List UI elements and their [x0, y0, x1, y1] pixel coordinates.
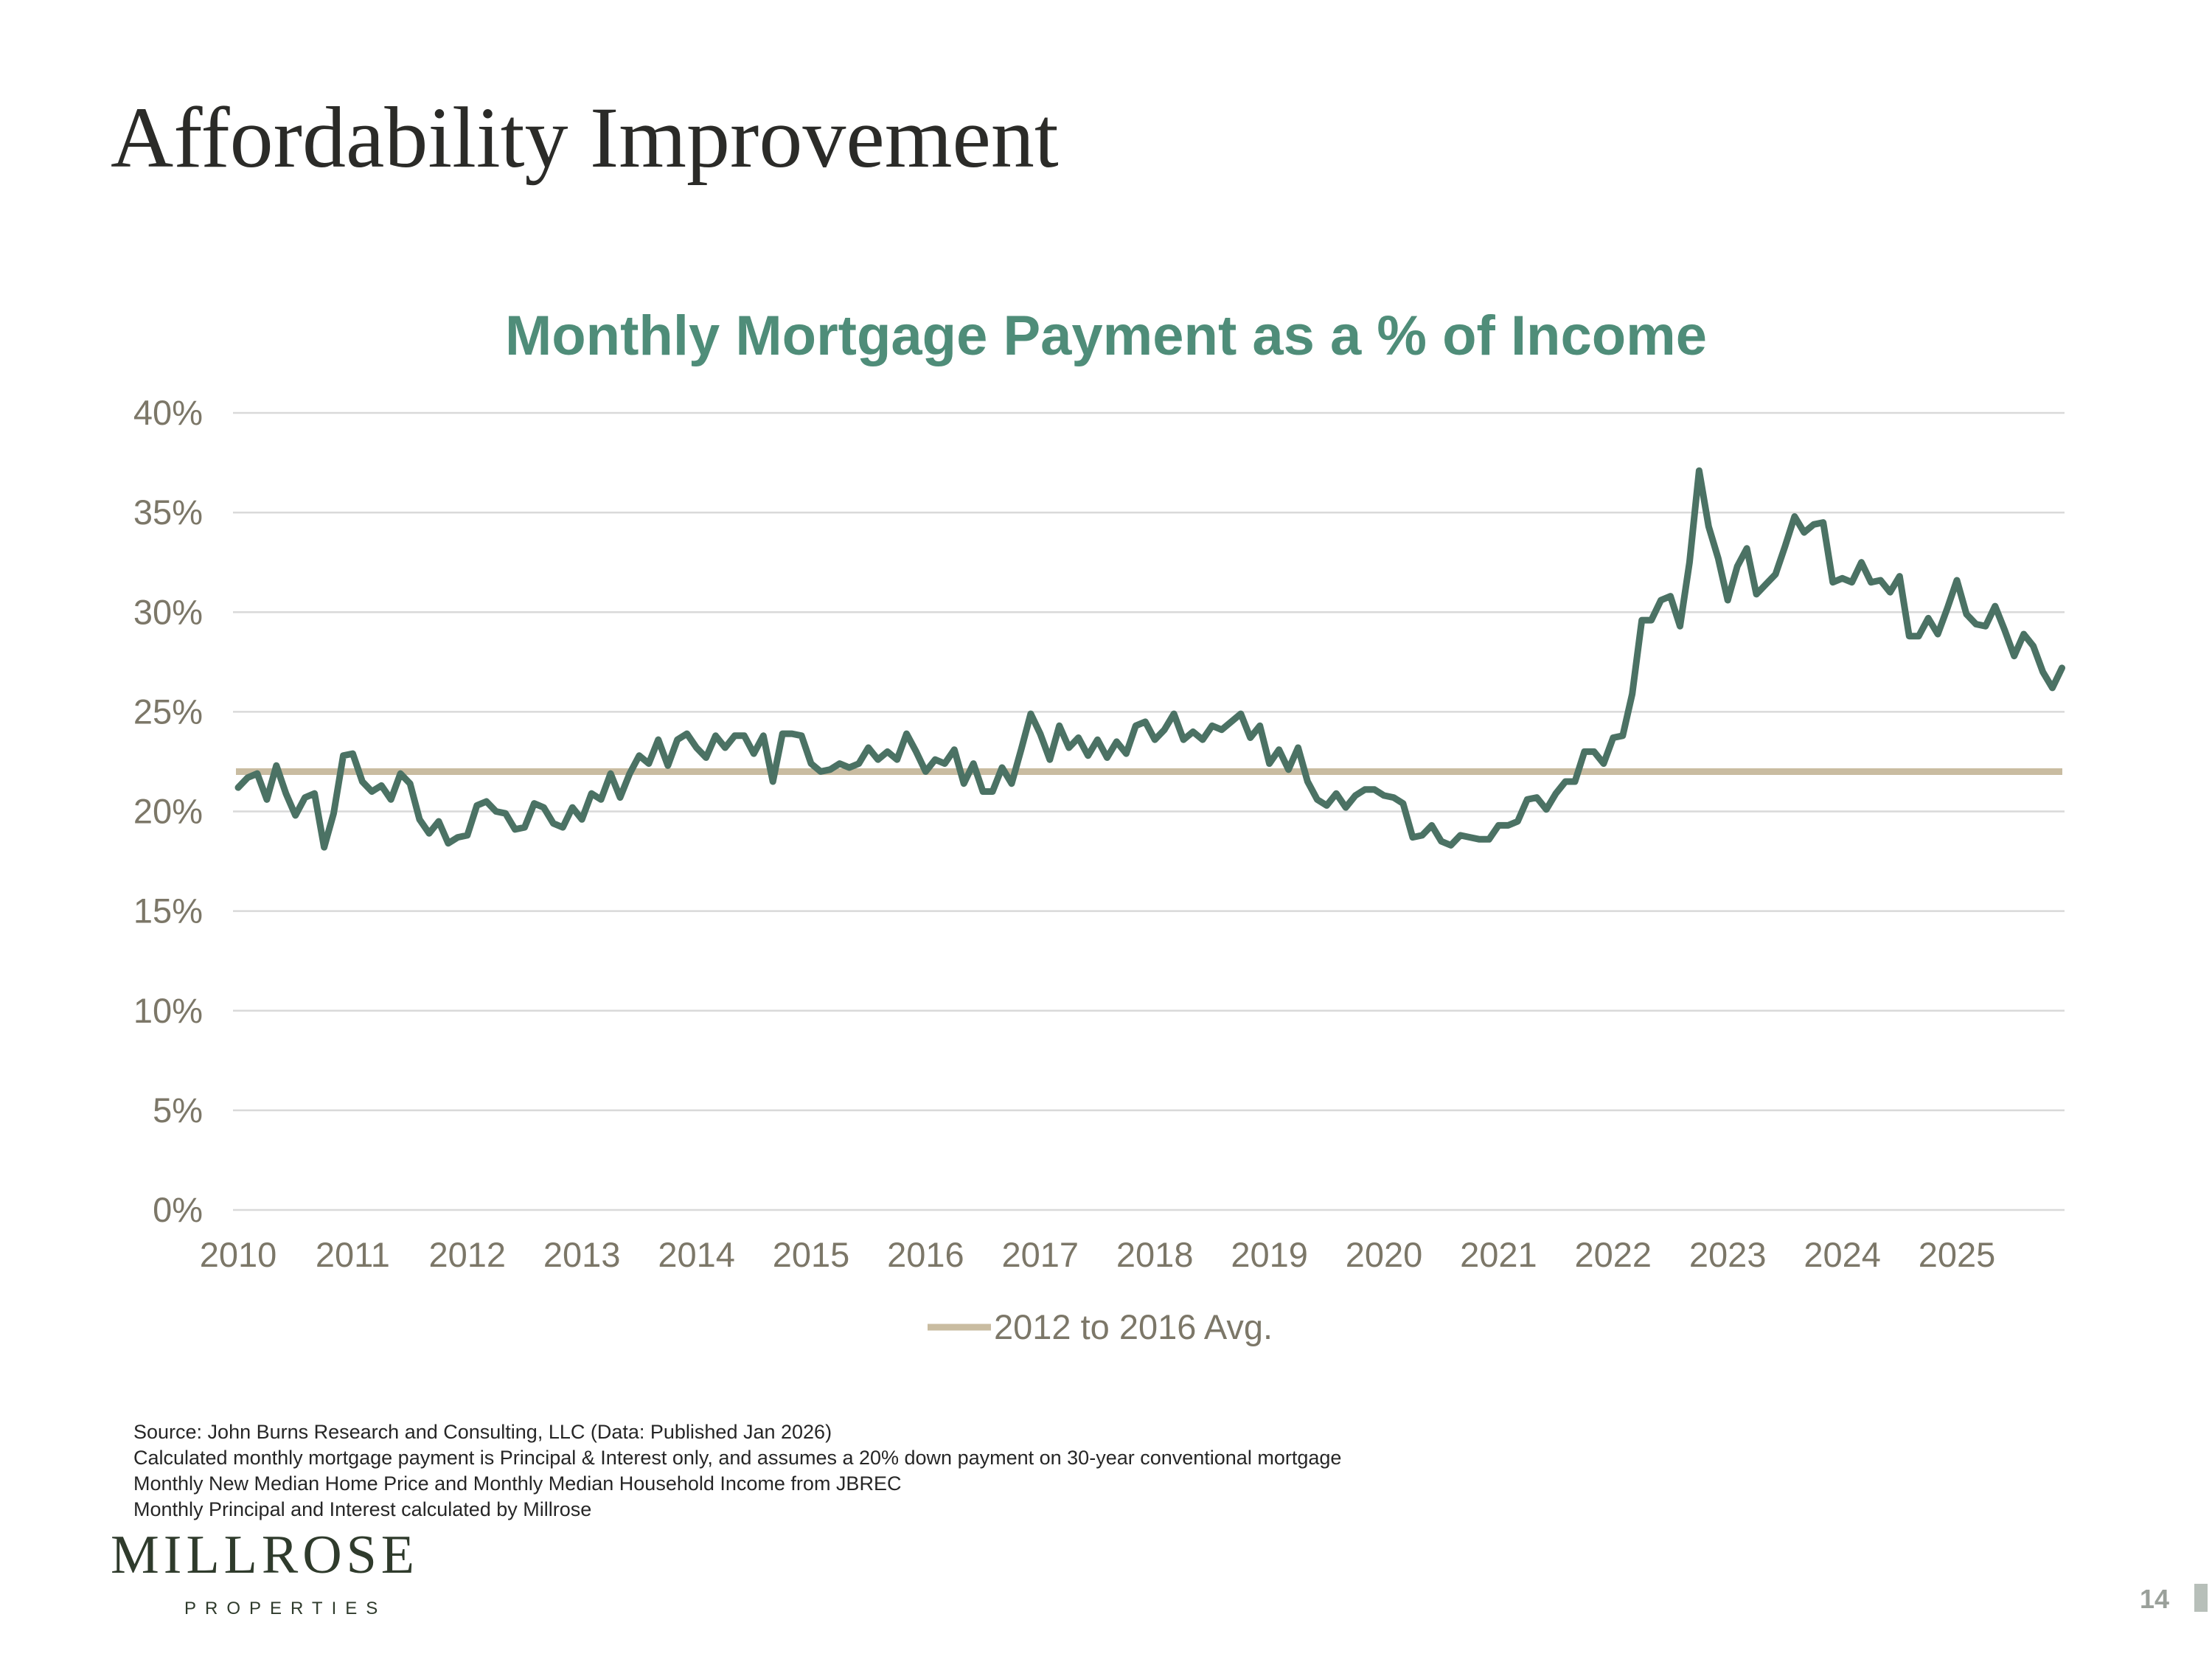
x-tick-label: 2018: [1116, 1235, 1194, 1274]
x-tick-label: 2016: [887, 1235, 964, 1274]
x-tick-label: 2017: [1002, 1235, 1079, 1274]
x-tick-label: 2024: [1804, 1235, 1881, 1274]
y-tick-label: 10%: [133, 991, 203, 1030]
x-tick-label: 2020: [1346, 1235, 1423, 1274]
page-number: 14: [2140, 1584, 2170, 1614]
y-axis-ticks: 0% 5% 10% 15% 20% 25% 30% 35% 40%: [133, 393, 203, 1229]
x-tick-label: 2014: [658, 1235, 735, 1274]
x-tick-label: 2019: [1231, 1235, 1308, 1274]
x-tick-label: 2022: [1575, 1235, 1652, 1274]
y-tick-label: 0%: [153, 1190, 203, 1229]
y-tick-label: 30%: [133, 592, 203, 631]
logo-subtitle: PROPERTIES: [184, 1599, 387, 1618]
y-tick-label: 25%: [133, 692, 203, 731]
footnote-calculation: Calculated monthly mortgage payment is P…: [133, 1447, 1342, 1469]
y-tick-label: 15%: [133, 891, 203, 931]
page-marker: [2194, 1584, 2208, 1612]
millrose-logo: MILLROSE PROPERTIES: [111, 1528, 479, 1619]
x-tick-label: 2015: [773, 1235, 850, 1274]
x-tick-label: 2012: [429, 1235, 507, 1274]
footnote-method: Monthly Principal and Interest calculate…: [133, 1498, 592, 1520]
footnote-data-origin: Monthly New Median Home Price and Monthl…: [133, 1472, 902, 1495]
legend-label-avg: 2012 to 2016 Avg.: [994, 1307, 1273, 1346]
footnote-source: Source: John Burns Research and Consulti…: [133, 1421, 832, 1443]
logo-name: MILLROSE: [111, 1525, 419, 1585]
y-tick-label: 5%: [153, 1091, 203, 1130]
x-tick-label: 2013: [543, 1235, 621, 1274]
x-tick-label: 2021: [1460, 1235, 1537, 1274]
x-axis-ticks: 2010 2011 2012 2013 2014 2015 2016 2017 2018 2019…: [200, 1235, 1996, 1274]
series-line-payment-pct: [234, 467, 2065, 851]
series-group: [234, 467, 2065, 851]
slide-title: Affordability Improvement: [111, 89, 1059, 186]
gridlines: [233, 411, 2065, 1211]
x-tick-label: 2010: [200, 1235, 277, 1274]
x-tick-label: 2023: [1689, 1235, 1767, 1274]
footnotes: Source: John Burns Research and Consulti…: [133, 1419, 1341, 1523]
legend: 2012 to 2016 Avg.: [928, 1307, 1273, 1346]
x-tick-label: 2025: [1919, 1235, 1996, 1274]
y-tick-label: 20%: [133, 792, 203, 831]
x-tick-label: 2011: [316, 1235, 390, 1274]
line-chart: 0%5%10%15%20%25%30%35%40% 2010 2011 2012 20…: [133, 393, 2065, 1346]
y-tick-label: 35%: [133, 493, 203, 532]
y-tick-label: 40%: [133, 393, 203, 432]
chart-title: Monthly Mortgage Payment as a % of Incom…: [504, 305, 1708, 367]
